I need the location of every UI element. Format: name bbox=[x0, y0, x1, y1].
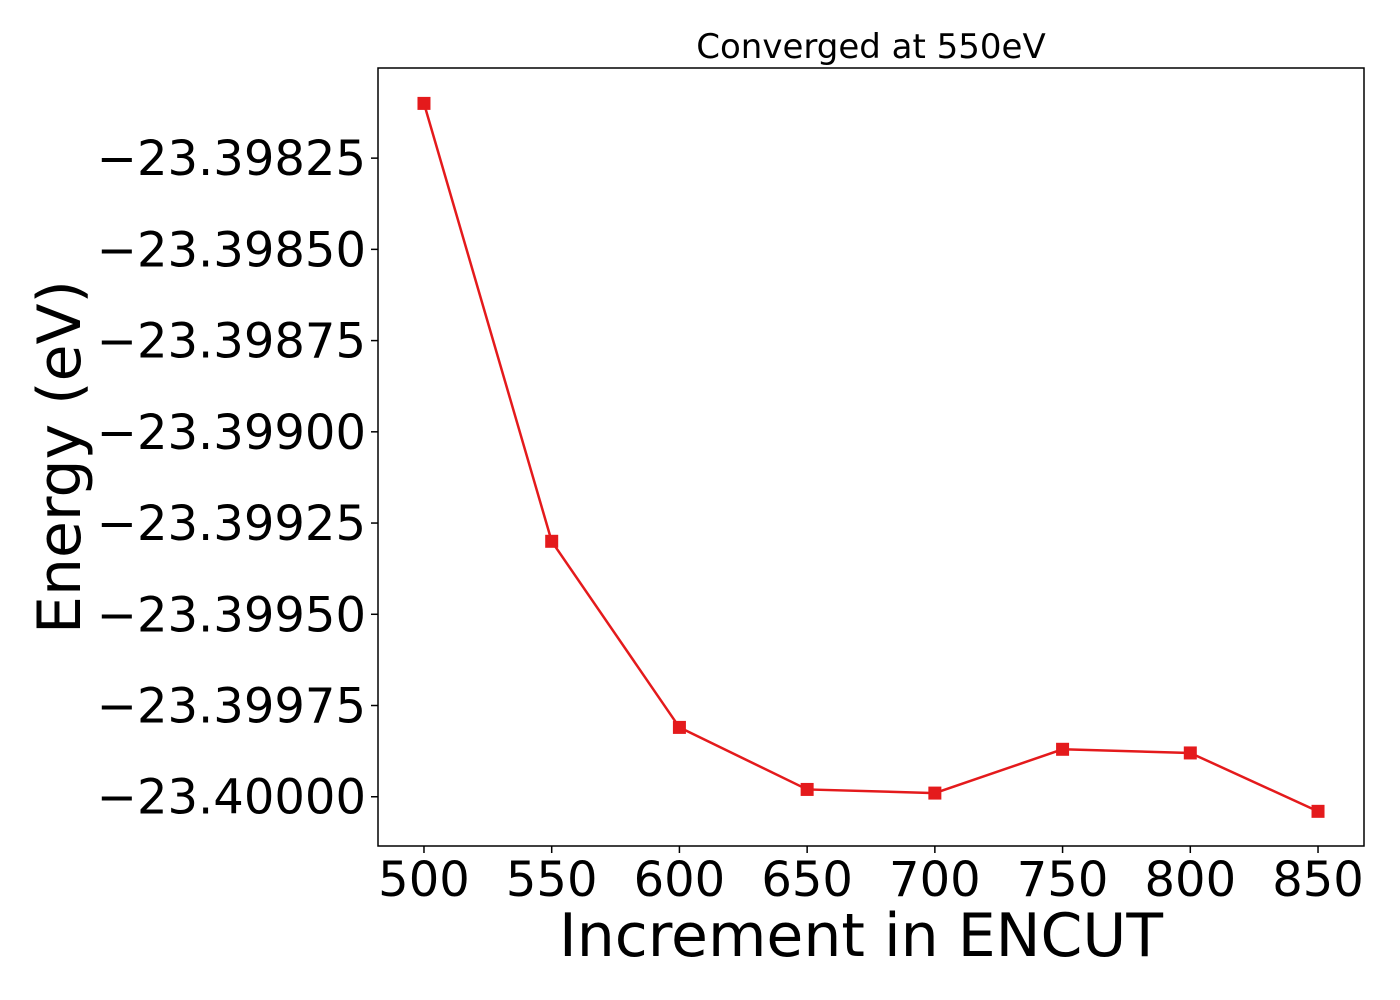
plot-area-frame bbox=[377, 67, 1365, 847]
x-tick-label: 600 bbox=[634, 852, 726, 908]
data-point-marker bbox=[1311, 804, 1325, 818]
chart-title: Converged at 550eV bbox=[696, 27, 1045, 67]
data-point-marker bbox=[672, 720, 686, 734]
x-tick-label: 750 bbox=[1017, 852, 1109, 908]
x-tick-label: 500 bbox=[378, 852, 470, 908]
y-tick-label: −23.39925 bbox=[97, 496, 366, 552]
x-tick-label: 550 bbox=[506, 852, 598, 908]
data-point-marker bbox=[928, 786, 942, 800]
y-axis-ticks: −23.39825 −23.39850 −23.39875 −23.39900 −23.… bbox=[97, 131, 378, 826]
x-axis-ticks: 500 550 600 650 700 750 800 850 bbox=[378, 846, 1364, 908]
y-tick-label: −23.39900 bbox=[97, 405, 366, 461]
x-tick-label: 700 bbox=[889, 852, 981, 908]
y-tick-label: −23.40000 bbox=[97, 770, 366, 826]
x-tick-label: 650 bbox=[761, 852, 853, 908]
x-axis-label: Increment in ENCUT bbox=[559, 901, 1163, 971]
y-tick-label: −23.39975 bbox=[97, 679, 366, 735]
data-point-marker bbox=[417, 96, 431, 110]
y-tick-label: −23.39875 bbox=[97, 314, 366, 370]
series-line bbox=[422, 103, 1319, 813]
series-layer bbox=[417, 96, 1325, 818]
data-point-marker bbox=[800, 782, 814, 796]
data-point-marker bbox=[545, 534, 559, 548]
y-axis-label: Energy (eV) bbox=[25, 280, 95, 634]
data-point-marker bbox=[1183, 746, 1197, 760]
data-point-marker bbox=[1056, 742, 1070, 756]
y-tick-label: −23.39850 bbox=[97, 222, 366, 278]
y-tick-label: −23.39825 bbox=[97, 131, 366, 187]
x-tick-label: 850 bbox=[1272, 852, 1364, 908]
x-tick-label: 800 bbox=[1144, 852, 1236, 908]
y-tick-label: −23.39950 bbox=[97, 587, 366, 643]
